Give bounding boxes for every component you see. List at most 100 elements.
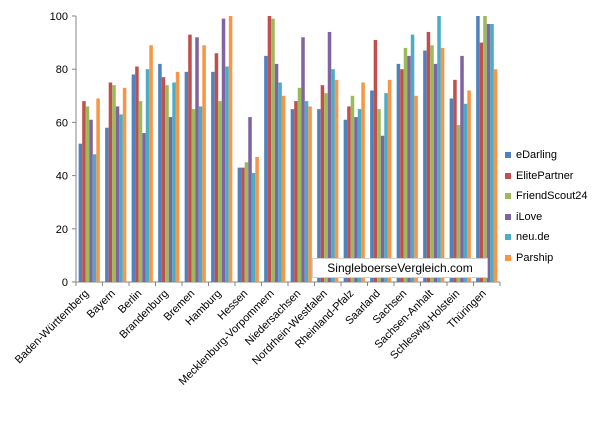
legend-label: eDarling — [516, 149, 557, 162]
bar — [354, 117, 358, 282]
bar — [476, 16, 480, 282]
legend-swatch — [505, 172, 511, 179]
bar — [96, 98, 100, 283]
bar — [255, 156, 259, 282]
bar — [483, 16, 487, 282]
bar — [172, 82, 176, 282]
bar — [145, 69, 150, 282]
bar — [218, 101, 222, 283]
bar — [304, 101, 309, 283]
bar — [278, 82, 282, 282]
bar — [119, 114, 123, 282]
bar — [244, 162, 249, 282]
bar — [380, 135, 385, 282]
bar — [290, 109, 295, 282]
x-tick-label: Bayern — [85, 288, 118, 321]
bar — [433, 63, 438, 282]
bar — [463, 103, 468, 282]
bar — [373, 39, 378, 282]
legend-label: Parship — [516, 251, 554, 264]
bar — [251, 172, 256, 282]
bar — [490, 23, 494, 282]
y-tick-label: 60 — [56, 117, 68, 129]
bar — [191, 109, 196, 282]
bar — [377, 109, 381, 282]
bar — [165, 85, 169, 282]
bar — [460, 55, 464, 283]
bar — [400, 69, 404, 282]
y-tick-label: 80 — [56, 64, 68, 76]
bar — [211, 71, 215, 282]
bar — [414, 95, 418, 282]
watermark-label: SingleboerseVergleich.com — [312, 258, 488, 278]
bar — [214, 53, 219, 282]
legend-swatch — [505, 254, 511, 261]
bar — [85, 106, 90, 282]
legend-swatch — [505, 152, 511, 159]
legend-item: ElitePartner — [505, 166, 588, 187]
legend-item: eDarling — [505, 145, 588, 166]
bar — [294, 101, 298, 283]
bar — [308, 106, 312, 282]
bar — [426, 31, 431, 283]
bar — [407, 55, 411, 283]
bar — [486, 23, 491, 282]
bar — [237, 167, 242, 282]
bar — [396, 63, 401, 282]
legend-swatch — [505, 234, 511, 241]
bar — [105, 127, 109, 282]
bar — [324, 93, 328, 282]
bar — [317, 109, 321, 282]
y-tick-label: 100 — [50, 11, 68, 23]
bar — [453, 79, 457, 282]
bar — [437, 16, 441, 282]
bar — [361, 82, 365, 282]
bar — [467, 90, 471, 282]
bar — [370, 90, 374, 282]
bar — [334, 79, 339, 282]
bar — [350, 95, 355, 282]
y-tick-label: 0 — [62, 277, 68, 289]
bar — [158, 63, 162, 282]
y-tick-label: 40 — [56, 171, 68, 183]
bar — [327, 31, 332, 283]
bar — [195, 37, 199, 282]
bar — [202, 45, 206, 283]
legend-label: neu.de — [516, 231, 550, 244]
bar — [168, 117, 173, 282]
bar — [135, 66, 139, 282]
bar — [138, 101, 143, 283]
bar — [149, 45, 153, 283]
bar — [175, 71, 180, 282]
legend-item: neu.de — [505, 227, 588, 248]
bar — [274, 63, 279, 282]
bar — [184, 71, 189, 282]
bar — [347, 106, 351, 282]
bar — [479, 42, 484, 282]
bar — [331, 69, 335, 282]
bar — [387, 79, 392, 282]
bar — [142, 133, 146, 282]
chart-bars — [78, 16, 498, 283]
x-axis-ticks: Baden-WürttembergBayernBerlinBrandenburg… — [13, 282, 501, 388]
bar — [301, 37, 305, 282]
bar — [343, 119, 348, 283]
legend-label: ElitePartner — [516, 169, 574, 182]
legend-item: iLove — [505, 207, 588, 228]
bar — [248, 117, 252, 282]
legend-swatch — [505, 213, 511, 220]
bar — [131, 74, 136, 283]
x-tick-label: Baden-Württemberg — [13, 288, 92, 367]
bar — [281, 95, 286, 282]
bar — [423, 50, 427, 282]
legend: eDarling ElitePartner FriendScout24 iLove ne… — [505, 145, 588, 268]
bar — [456, 125, 461, 282]
bar — [188, 34, 192, 283]
bar — [115, 106, 120, 282]
bar — [82, 101, 86, 283]
bar — [108, 82, 113, 282]
bar — [89, 119, 93, 283]
bar — [225, 66, 229, 282]
bar — [241, 167, 245, 282]
